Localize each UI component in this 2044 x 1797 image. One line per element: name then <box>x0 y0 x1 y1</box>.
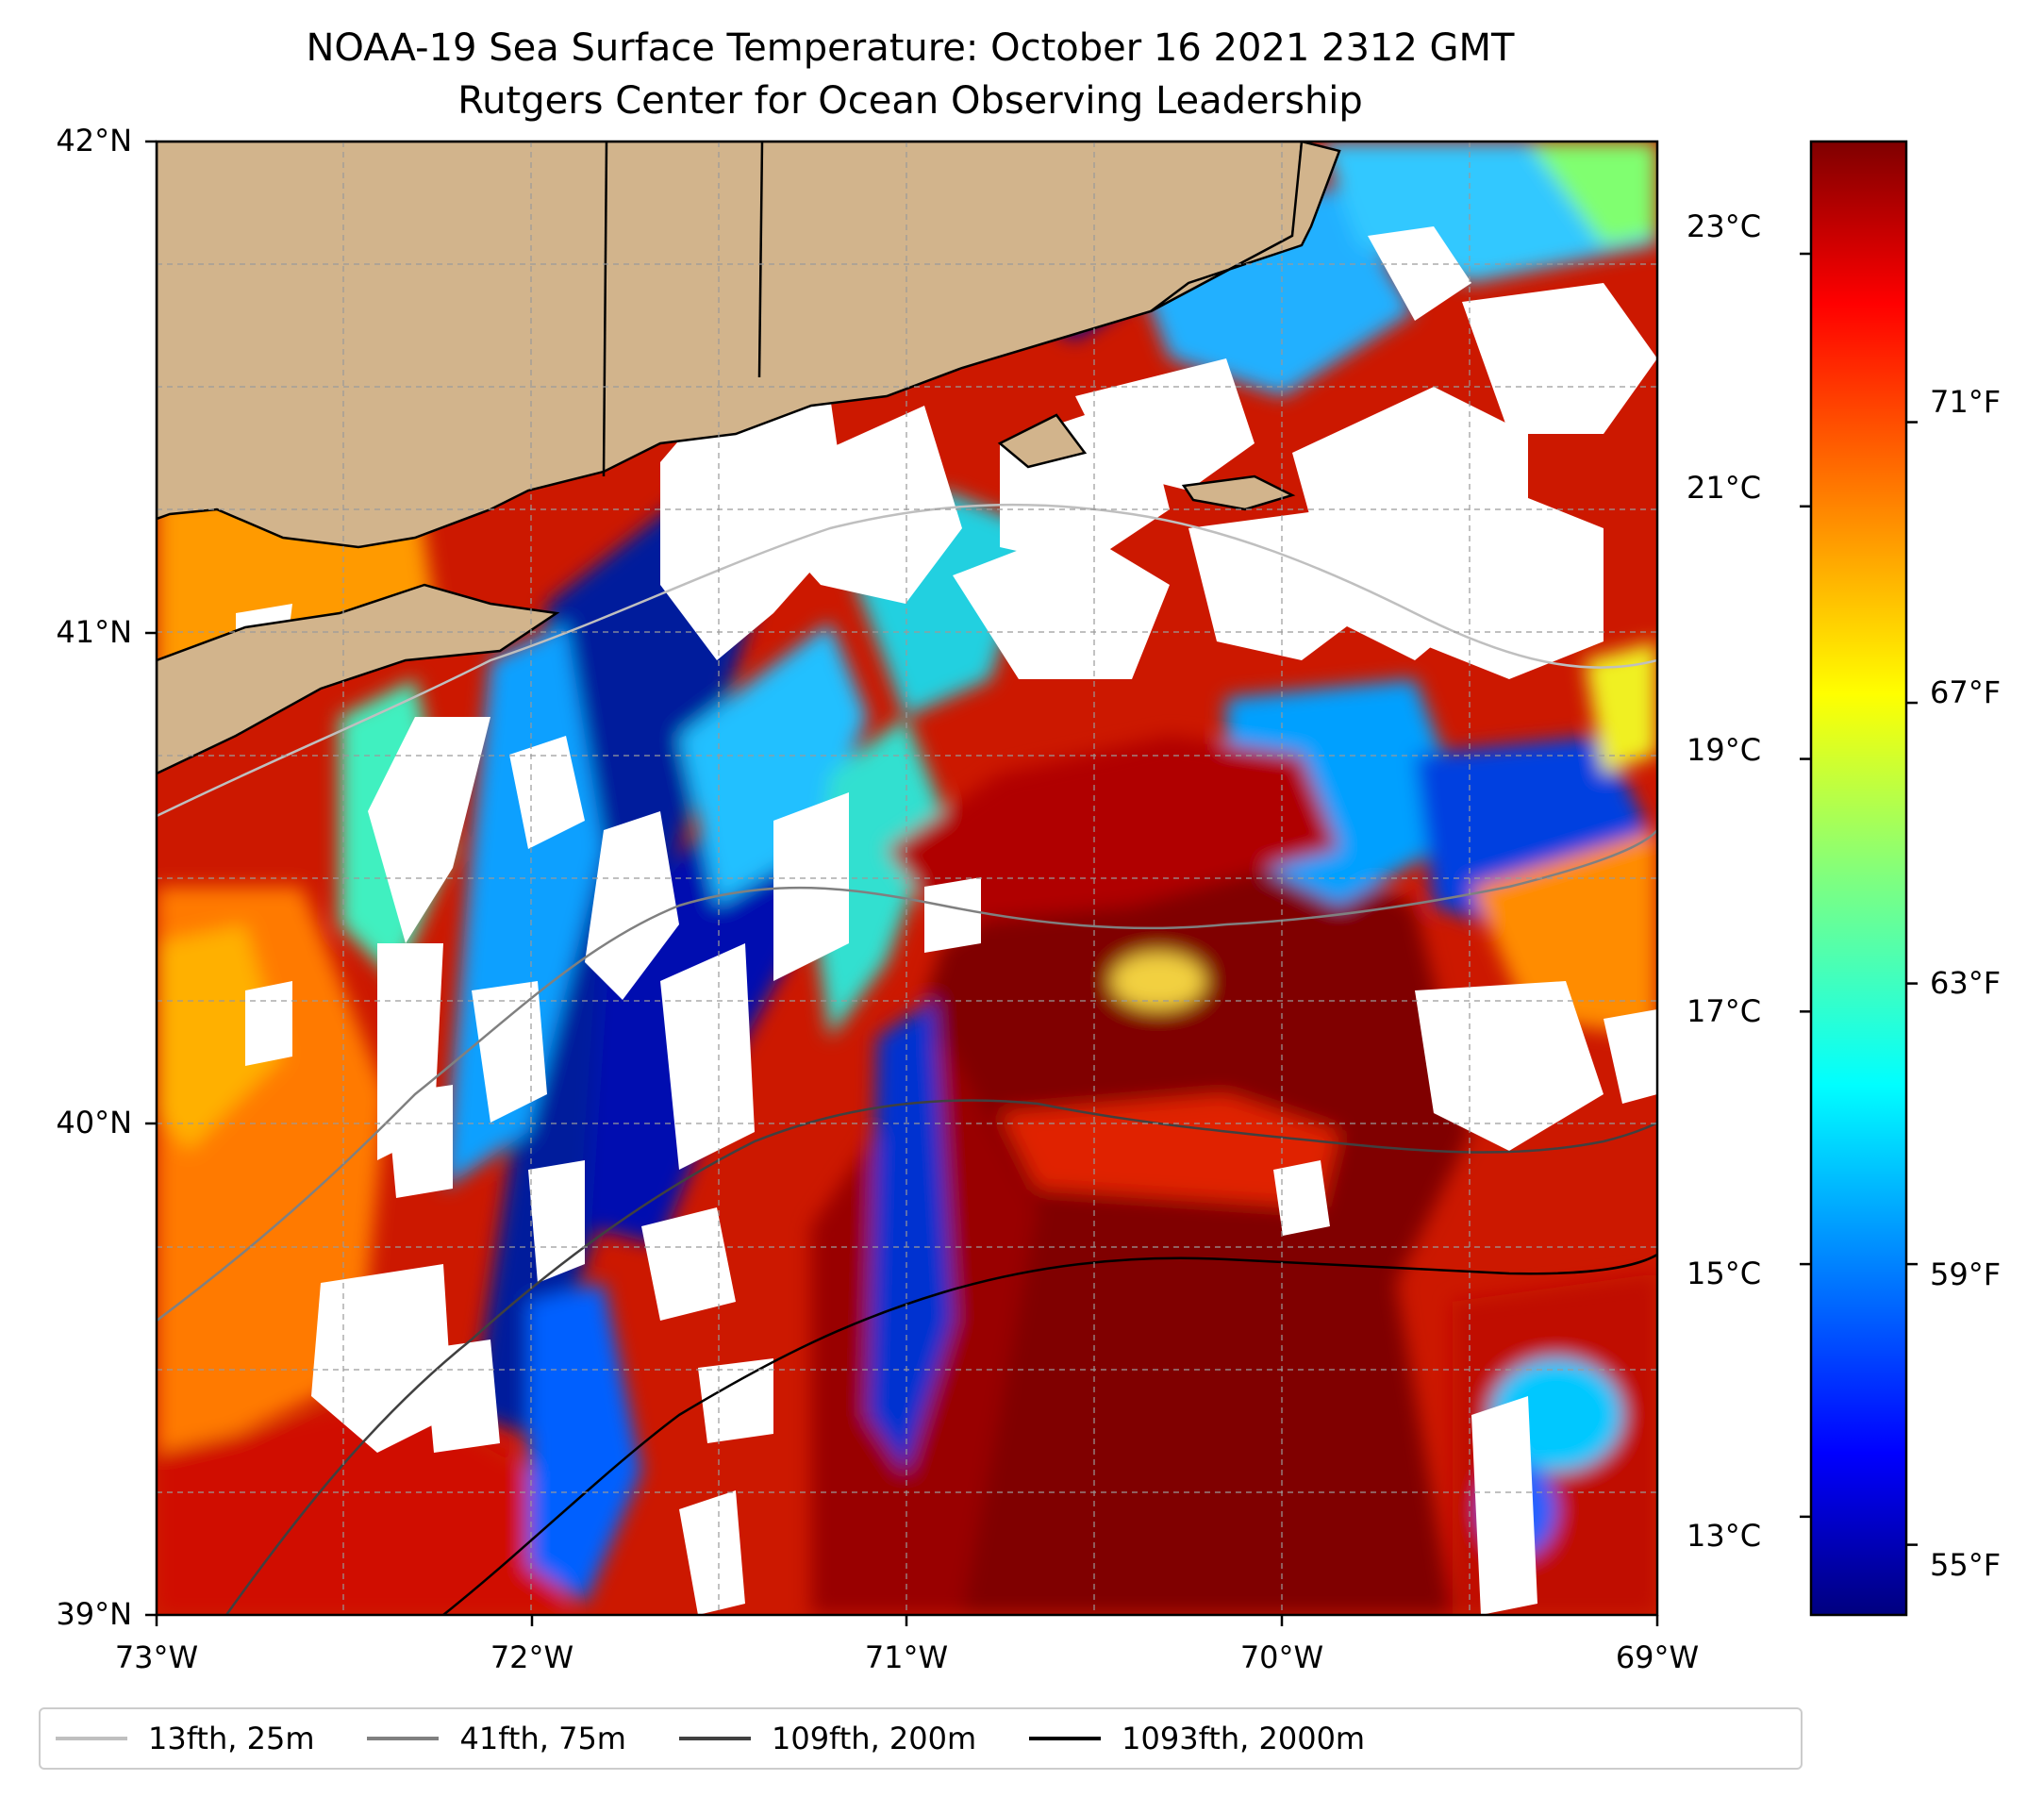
cb-label-f-71: 71°F <box>1930 384 2002 420</box>
chart-title: NOAA-19 Sea Surface Temperature: October… <box>306 26 1515 70</box>
map-ticks <box>145 140 1659 1626</box>
legend-label: 1093fth, 2000m <box>1122 1721 1366 1756</box>
legend-label: 109fth, 200m <box>771 1721 977 1756</box>
lat-label-41: 41°N <box>56 614 132 650</box>
legend-swatch <box>367 1737 440 1740</box>
cb-label-c-21: 21°C <box>1687 470 1762 506</box>
map-grid <box>157 141 1657 1615</box>
lat-label-39: 39°N <box>56 1596 132 1632</box>
colorbar-ticks <box>1800 252 1918 1546</box>
legend-item-75m: 41fth, 75m <box>367 1721 626 1756</box>
land <box>157 141 1341 775</box>
legend-item-200m: 109fth, 200m <box>678 1721 977 1756</box>
chart-subtitle: Rutgers Center for Ocean Observing Leade… <box>457 79 1363 123</box>
lon-label-71: 71°W <box>864 1639 949 1675</box>
cb-label-c-17: 17°C <box>1687 993 1762 1029</box>
cb-label-f-63: 63°F <box>1930 965 2002 1001</box>
land-cape-cod <box>1150 141 1341 313</box>
cb-label-f-67: 67°F <box>1930 674 2002 710</box>
warm-eddy <box>1111 953 1205 1009</box>
lat-label-42: 42°N <box>56 123 132 158</box>
cb-label-f-59: 59°F <box>1930 1256 2002 1292</box>
lon-label-73: 73°W <box>114 1639 199 1675</box>
contour-2000m <box>442 1253 1657 1615</box>
colorbar <box>1809 140 1908 1617</box>
cb-label-c-15: 15°C <box>1687 1256 1762 1291</box>
legend-swatch <box>1029 1737 1102 1740</box>
lat-label-40: 40°N <box>56 1105 132 1140</box>
cb-label-c-19: 19°C <box>1687 732 1762 768</box>
cb-label-f-55: 55°F <box>1930 1547 2002 1583</box>
land-long-island <box>157 583 560 775</box>
contour-75m <box>157 829 1657 1323</box>
legend-item-2000m: 1093fth, 2000m <box>1029 1721 1365 1756</box>
lon-label-69: 69°W <box>1615 1639 1700 1675</box>
contour-200m <box>224 1099 1657 1615</box>
legend-item-25m: 13fth, 25m <box>56 1721 314 1756</box>
contour-25m <box>157 503 1657 818</box>
legend-swatch <box>56 1737 127 1740</box>
land-marthas-vineyard <box>997 413 1088 469</box>
lon-label-72: 72°W <box>490 1639 574 1675</box>
legend-label: 41fth, 75m <box>459 1721 626 1756</box>
cb-label-c-13: 13°C <box>1687 1518 1762 1554</box>
cb-label-c-23: 23°C <box>1687 208 1762 244</box>
legend: 13fth, 25m 41fth, 75m 109fth, 200m 1093f… <box>39 1707 1803 1770</box>
legend-swatch <box>678 1737 751 1740</box>
land-nantucket <box>1181 474 1296 511</box>
lon-label-70: 70°W <box>1239 1639 1324 1675</box>
legend-label: 13fth, 25m <box>148 1721 315 1756</box>
